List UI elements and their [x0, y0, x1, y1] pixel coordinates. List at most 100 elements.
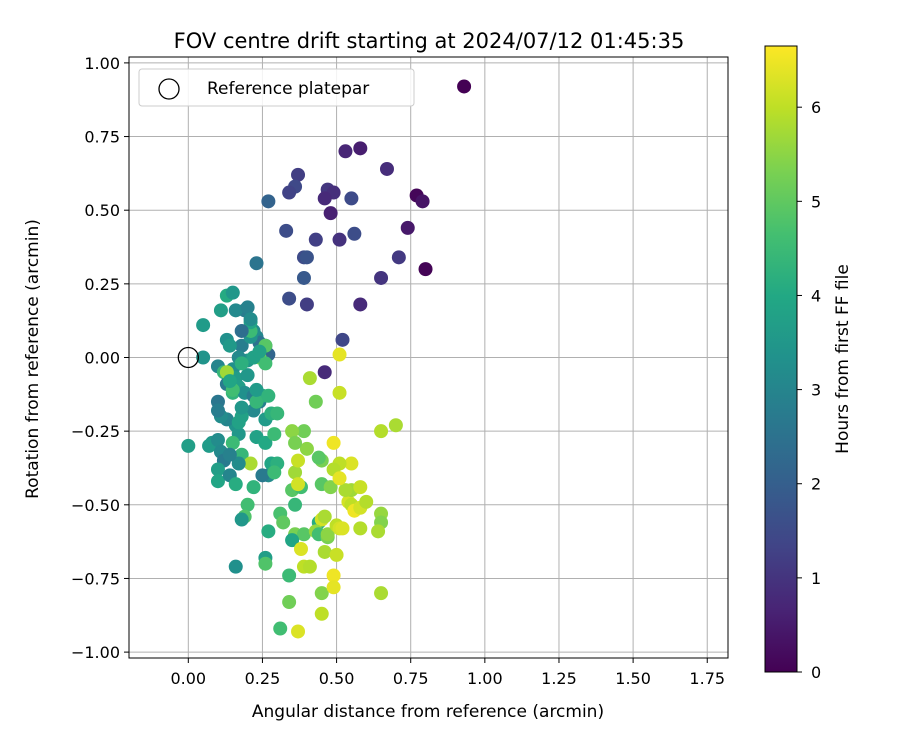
- scatter-point: [267, 465, 282, 480]
- scatter-point: [246, 480, 261, 495]
- y-tick-label: −0.75: [71, 569, 120, 588]
- x-tick-label: 0.75: [393, 669, 429, 688]
- y-tick-label: 0.25: [84, 275, 120, 294]
- x-tick-label: 0.50: [319, 669, 355, 688]
- scatter-point: [353, 480, 368, 495]
- scatter-point: [288, 435, 303, 450]
- scatter-point: [344, 456, 359, 471]
- scatter-point: [270, 406, 285, 421]
- colorbar-tick-label: 3: [811, 381, 821, 400]
- colorbar-gradient: [764, 45, 798, 673]
- legend-box: [138, 68, 415, 107]
- scatter-point: [249, 256, 264, 271]
- scatter-point: [374, 270, 389, 285]
- scatter-point: [291, 167, 306, 182]
- x-tick-label: 1.00: [467, 669, 503, 688]
- y-axis-ticks: 1.00 0.75 0.50 0.25 0.00 −0.25 −0.50 −0.75 −1.00: [71, 54, 129, 662]
- scatter-point: [296, 424, 311, 439]
- scatter-point: [240, 368, 255, 383]
- scatter-point: [323, 480, 338, 495]
- scatter-point: [222, 447, 237, 462]
- y-axis-label: Rotation from reference (arcmin): [23, 219, 43, 499]
- scatter-point: [231, 456, 246, 471]
- scatter-point: [326, 435, 341, 450]
- scatter-point: [282, 595, 297, 610]
- scatter-point: [255, 468, 270, 483]
- scatter-point: [261, 194, 276, 209]
- scatter-point: [391, 250, 406, 265]
- x-axis-ticks: 0.00 0.25 0.50 0.75 1.00 1.25 1.50 1.75: [170, 658, 725, 688]
- scatter-point: [332, 471, 347, 486]
- x-tick-label: 1.25: [541, 669, 577, 688]
- scatter-point: [228, 477, 243, 492]
- scatter-point: [353, 141, 368, 156]
- scatter-point: [457, 79, 472, 94]
- y-tick-label: 0.75: [84, 128, 120, 147]
- y-tick-label: 1.00: [84, 54, 120, 73]
- scatter-point: [261, 388, 276, 403]
- scatter-point: [196, 350, 211, 365]
- scatter-point: [374, 586, 389, 601]
- scatter-point: [279, 223, 294, 238]
- scatter-point: [344, 191, 359, 206]
- scatter-point: [276, 515, 291, 530]
- scatter-point: [285, 533, 300, 548]
- scatter-point: [222, 338, 237, 353]
- scatter-point: [323, 206, 338, 221]
- scatter-point: [267, 427, 282, 442]
- scatter-point: [288, 497, 303, 512]
- scatter-point: [317, 365, 332, 380]
- scatter-point: [258, 556, 273, 571]
- scatter-point: [302, 371, 317, 386]
- scatter-point: [282, 568, 297, 583]
- scatter-point: [320, 527, 335, 542]
- scatter-point: [258, 356, 273, 371]
- scatter-point: [332, 347, 347, 362]
- scatter-point: [338, 483, 353, 498]
- scatter-point: [326, 580, 341, 595]
- y-tick-label: −0.25: [71, 422, 120, 441]
- scatter-point: [210, 432, 225, 447]
- scatter-point: [329, 547, 344, 562]
- scatter-point: [282, 291, 297, 306]
- scatter-point: [291, 453, 306, 468]
- colorbar-tick-label: 5: [811, 192, 821, 211]
- scatter-point: [234, 338, 249, 353]
- y-tick-label: −1.00: [71, 643, 120, 662]
- scatter-point: [222, 374, 237, 389]
- colorbar-ticks: 0 1 2 3 4 5 6: [797, 98, 821, 682]
- reference-platepar-point: [177, 346, 199, 369]
- y-tick-label: −0.50: [71, 496, 120, 515]
- scatter-point: [249, 394, 264, 409]
- scatter-point: [326, 568, 341, 583]
- scatter-point: [338, 144, 353, 159]
- scatter-point: [359, 494, 374, 509]
- scatter-point: [288, 465, 303, 480]
- chart-title: FOV centre drift starting at 2024/07/12 …: [174, 29, 685, 53]
- scatter-point: [335, 521, 350, 536]
- x-tick-label: 0.00: [170, 669, 206, 688]
- scatter-point: [291, 624, 306, 639]
- grid-lines: [129, 57, 728, 658]
- scatter-point: [418, 262, 433, 277]
- scatter-point: [314, 606, 329, 621]
- scatter-point: [261, 524, 276, 539]
- scatter-point: [302, 559, 317, 574]
- scatter-point: [335, 332, 350, 347]
- scatter-point: [347, 226, 362, 241]
- scatter-point: [273, 621, 288, 636]
- scatter-point: [415, 194, 430, 209]
- scatter-point: [293, 541, 308, 556]
- scatter-point: [240, 497, 255, 512]
- scatter-point: [225, 285, 240, 300]
- colorbar-tick-label: 2: [811, 475, 821, 494]
- scatter-point: [196, 318, 211, 333]
- scatter-point: [296, 527, 311, 542]
- scatter-point: [213, 303, 228, 318]
- scatter-point: [249, 382, 264, 397]
- scatter-point: [240, 300, 255, 315]
- scatter-point: [210, 462, 225, 477]
- scatter-point: [353, 297, 368, 312]
- scatter-point: [234, 400, 249, 415]
